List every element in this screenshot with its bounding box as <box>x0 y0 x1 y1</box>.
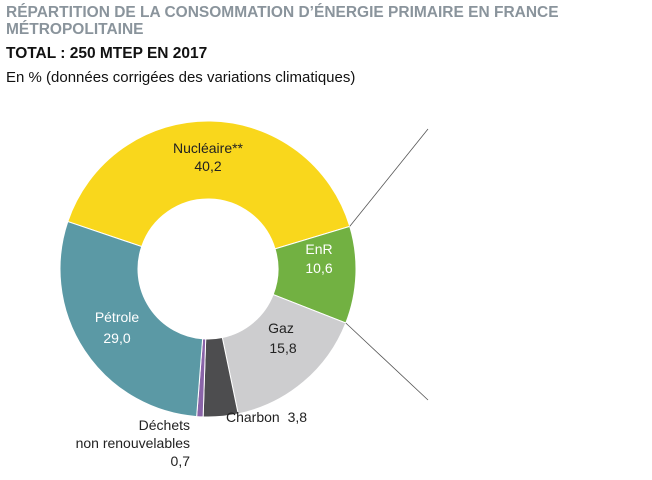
donut-slice-p-trole <box>59 220 204 418</box>
chart-title: RÉPARTITION DE LA CONSOMMATION D’ÉNERGIE… <box>6 4 559 38</box>
chart-subtitle-total: TOTAL : 250 MTEP EN 2017 <box>6 45 208 62</box>
enr-segment-pompes-text: Pompes à chaleur 0,9 <box>451 318 588 335</box>
enr-segment-autres: Autres 1,5 <box>428 362 611 400</box>
enr-segment-hydraulique-line1: Hydraulique <box>482 245 557 261</box>
donut-slice-gaz <box>221 293 347 415</box>
enr-segment-autres-text: Autres 1,5 <box>487 372 552 389</box>
enr-segment-pompes: Pompes à chaleur 0,9 <box>428 315 611 340</box>
slice-value-petrole: 29,0 <box>103 330 130 346</box>
enr-segment-biomasse-value: 4,4 <box>509 184 530 201</box>
slice-label-gaz: Gaz <box>268 320 294 336</box>
connector-line-top <box>349 128 429 227</box>
slice-value-nucleaire: 40,2 <box>194 158 221 174</box>
enr-segment-biocarburants-text: Biocarburants 1,3 <box>464 290 575 307</box>
enr-segment-biomasse: Biomasse solide 4,4 <box>428 129 611 241</box>
slice-value-dechets: 0,7 <box>171 453 191 469</box>
unit-note: En % (données corrigées des variations c… <box>6 69 356 86</box>
breakdown-connector-lines <box>345 128 429 401</box>
slice-label-dechets-line1: Déchets <box>139 417 190 433</box>
slice-label-petrole: Pétrole <box>95 309 140 325</box>
slice-value-charbon: 3,8 <box>288 409 308 425</box>
slice-value-gaz: 15,8 <box>269 340 296 356</box>
slice-label-charbon: Charbon 3,8 <box>226 409 307 425</box>
connector-line-bottom <box>345 322 429 401</box>
slice-label-dechets-line2: non renouvelables <box>76 435 190 451</box>
slice-label-charbon-name: Charbon <box>226 409 280 425</box>
slice-label-enr: EnR <box>305 241 332 257</box>
enr-segment-biomasse-label: Biomasse solide <box>468 167 571 184</box>
donut-slice-nucl-aire <box>67 120 351 250</box>
enr-segment-eolien: Éolien 0,8 <box>428 340 611 362</box>
enr-segment-biocarburants: Biocarburants 1,3 <box>428 284 611 315</box>
enr-segment-hydraulique-line2: (hors pompages) 1,7 <box>454 262 585 278</box>
slice-label-nucleaire: Nucléaire** <box>173 140 244 156</box>
donut-slices <box>59 120 357 418</box>
enr-segment-eolien-text: Éolien 0,8 <box>488 342 551 358</box>
enr-segment-hydraulique: Hydraulique (hors pompages) 1,7 <box>428 241 611 284</box>
slice-value-enr: 10,6 <box>305 260 332 276</box>
